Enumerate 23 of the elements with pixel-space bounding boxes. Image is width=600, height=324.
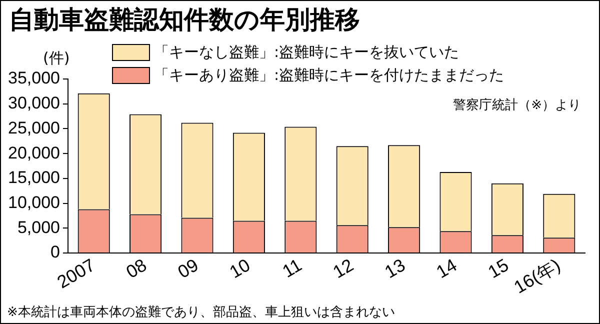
legend-label: 「キーあり盗難」:盗難時にキーを付けたままだった (154, 66, 504, 85)
x-tick-label: 16(年) (510, 254, 564, 298)
x-tick-label: 12 (330, 254, 357, 282)
text: ※本統計は車両本体の盗難であり、部品盗、車上狙いは含まれない (7, 304, 395, 321)
x-tick-label: 14 (432, 254, 460, 282)
x-tick-label: 15 (484, 254, 512, 282)
y-tick-label: 0 (50, 242, 60, 262)
y-tick-label: 5,000 (17, 218, 60, 237)
x-tick-label: 10 (226, 254, 254, 282)
x-tick-label: 13 (381, 254, 409, 282)
chart-title: 自動車盗難認知件数の年別推移 (9, 4, 360, 36)
y-axis-title: (件) (43, 49, 70, 68)
y-tick-label: 10,000 (8, 192, 60, 212)
y-tick-label: 30,000 (8, 94, 60, 113)
legend-label: 「キーなし盗難」:盗難時にキーを抜いていた (154, 43, 459, 62)
x-tick-label: 08 (122, 254, 150, 282)
y-tick-label: 25,000 (8, 118, 60, 138)
x-tick-label: 09 (174, 254, 202, 282)
y-tick-label: 15,000 (8, 168, 60, 188)
annotation: 警察庁統計（※）より (453, 97, 581, 114)
x-tick-label: 11 (278, 254, 306, 282)
y-tick-label: 20,000 (8, 143, 60, 162)
y-tick-label: 35,000 (8, 68, 60, 88)
